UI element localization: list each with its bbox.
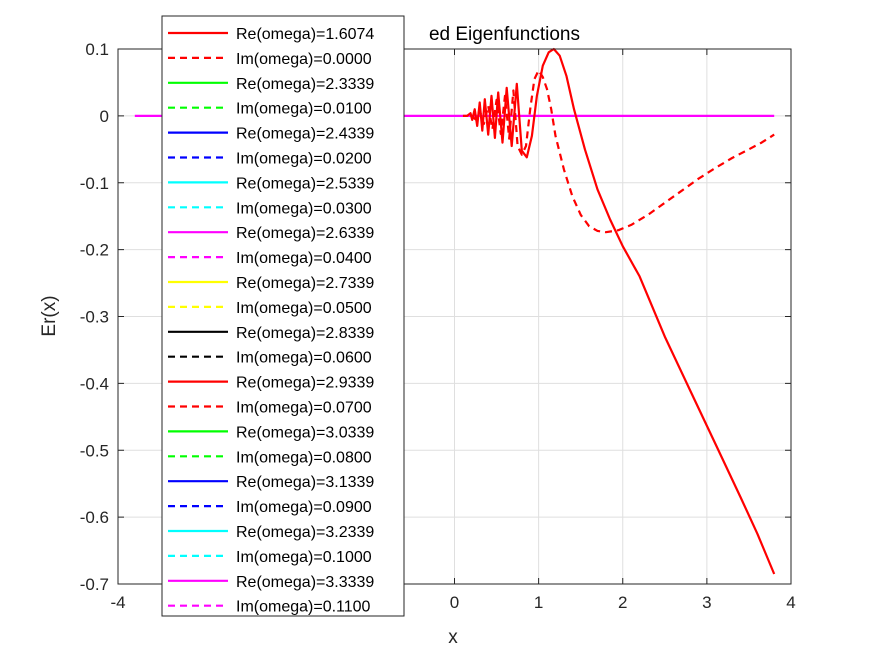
legend-entry-label: Im(omega)=0.0000	[236, 51, 372, 68]
legend-entry-label: Re(omega)=1.6074	[236, 26, 374, 43]
legend-entry-label: Re(omega)=2.4339	[236, 126, 374, 143]
y-tick-label: -0.1	[80, 174, 109, 193]
legend-entry-label: Im(omega)=0.0300	[236, 200, 372, 217]
legend-box	[161, 15, 405, 617]
y-tick-labels: 0.1 0 -0.1 -0.2 -0.3 -0.4 -0.5 -0.6 -0.7	[80, 40, 109, 594]
x-tick-labels: -4 0 1 2 3 4	[110, 593, 795, 612]
series-line-2	[470, 69, 775, 234]
legend-entry-label: Im(omega)=0.1100	[236, 599, 371, 616]
x-tick-label: 1	[534, 593, 543, 612]
legend-items: Re(omega)=1.6074 Im(omega)=0.0000 Re(omega…	[168, 26, 374, 616]
x-tick-label: 3	[702, 593, 711, 612]
legend-entry-label: Im(omega)=0.0100	[236, 101, 372, 118]
legend-entry-label: Re(omega)=3.2339	[236, 524, 374, 541]
legend-entry-label: Re(omega)=2.3339	[236, 76, 374, 93]
y-tick-label: -0.3	[80, 308, 109, 327]
x-tick-label: -4	[110, 593, 125, 612]
legend-entry-label: Re(omega)=2.5339	[236, 175, 374, 192]
legend-entry-label: Im(omega)=0.0800	[236, 449, 372, 466]
legend-entry-label: Im(omega)=0.0600	[236, 350, 372, 367]
legend-entry-label: Re(omega)=3.3339	[236, 574, 374, 591]
legend-entry-label: Im(omega)=0.0900	[236, 499, 372, 516]
legend-entry-label: Im(omega)=0.1000	[236, 549, 372, 566]
legend-entry-label: Im(omega)=0.0200	[236, 151, 372, 168]
legend-entry-label: Re(omega)=3.0339	[236, 424, 374, 441]
legend-entry-label: Re(omega)=2.8339	[236, 325, 374, 342]
y-tick-label: -0.7	[80, 575, 109, 594]
tick-marks	[117, 48, 792, 585]
x-tick-label: 4	[786, 593, 795, 612]
x-tick-label: 2	[618, 593, 627, 612]
legend-entry-label: Re(omega)=2.7339	[236, 275, 374, 292]
y-axis-label: Er(x)	[39, 295, 60, 336]
legend-entry-label: Re(omega)=2.9339	[236, 375, 374, 392]
y-tick-label: 0.1	[85, 40, 109, 59]
chart-title: ed Eigenfunctions	[429, 24, 580, 45]
legend-entry-label: Im(omega)=0.0500	[236, 300, 372, 317]
y-tick-label: -0.2	[80, 241, 109, 260]
legend-entry-label: Re(omega)=2.6339	[236, 225, 374, 242]
series-line-1	[462, 47, 776, 575]
legend-entry-label: Im(omega)=0.0400	[236, 250, 372, 267]
y-tick-label: 0	[100, 107, 109, 126]
legend[interactable]: Re(omega)=1.6074 Im(omega)=0.0000 Re(omega…	[161, 15, 405, 617]
x-tick-label: 0	[450, 593, 459, 612]
legend-entry-label: Re(omega)=3.1339	[236, 474, 374, 491]
y-tick-label: -0.6	[80, 508, 109, 527]
legend-entry-label: Im(omega)=0.0700	[236, 400, 372, 417]
y-tick-label: -0.5	[80, 441, 109, 460]
x-axis-label: x	[448, 627, 458, 648]
y-tick-label: -0.4	[80, 374, 109, 393]
